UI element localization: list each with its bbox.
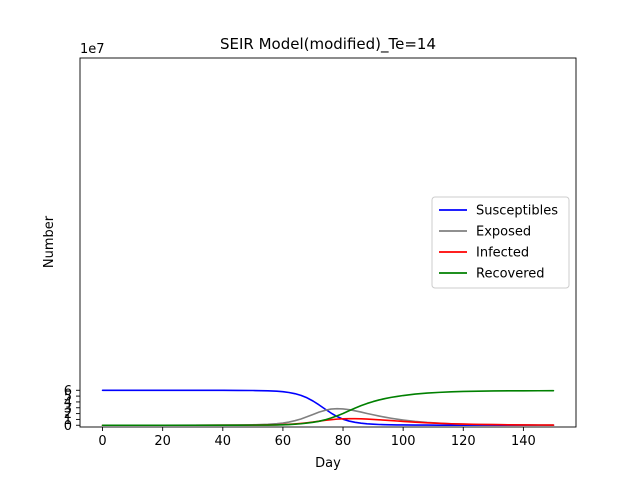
x-tick-label: 40 [215, 434, 232, 449]
x-tick-label: 60 [275, 434, 292, 449]
chart-title: SEIR Model(modified)_Te=14 [220, 35, 436, 54]
axes-frame [79, 57, 577, 428]
x-tick-label: 20 [154, 434, 171, 449]
x-tick-label: 120 [451, 434, 476, 449]
y-tick-label: 3 [64, 401, 72, 416]
legend-box [431, 196, 570, 289]
legend-label-recovered: Recovered [476, 267, 545, 282]
series-line-susceptibles [101, 389, 555, 427]
x-tick-label: 140 [511, 434, 536, 449]
y-tick-label: 1 [64, 413, 72, 428]
y-tick-label: 2 [64, 407, 72, 422]
legend-label-infected: Infected [476, 246, 529, 261]
y-tick-label: 5 [64, 390, 72, 405]
legend-label-susceptibles: Susceptibles [476, 204, 558, 219]
x-axis-label: Day [315, 456, 341, 471]
legend: Susceptibles Exposed Infected Recovered [431, 196, 570, 289]
x-tick-label: 80 [335, 434, 352, 449]
y-tick-label: 4 [64, 395, 72, 410]
legend-label-exposed: Exposed [476, 225, 531, 240]
y-offset-label: 1e7 [80, 42, 105, 57]
y-tick-label: 0 [64, 419, 72, 434]
y-tick-label: 6 [64, 384, 72, 399]
x-tick-label: 0 [98, 434, 106, 449]
y-axis-label: Number [42, 215, 57, 268]
series-line-recovered [101, 389, 555, 427]
x-tick-label: 100 [391, 434, 416, 449]
